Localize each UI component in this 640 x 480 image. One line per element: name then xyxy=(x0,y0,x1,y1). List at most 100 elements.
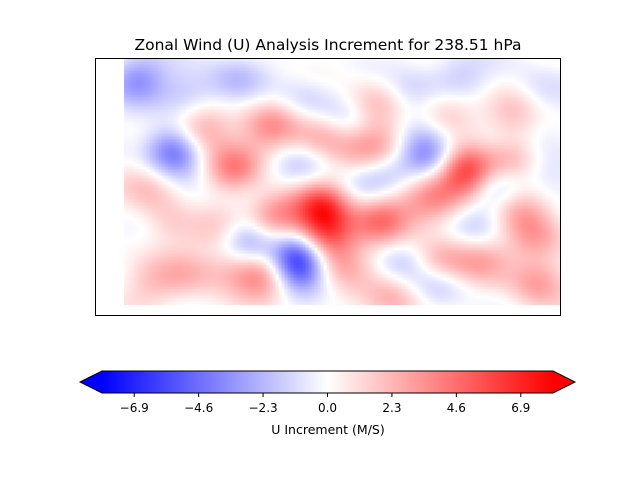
field-cell xyxy=(431,151,435,155)
field-cell xyxy=(239,103,243,107)
field-cell xyxy=(527,73,531,77)
field-cell xyxy=(323,61,327,65)
field-cell xyxy=(413,103,417,107)
field-cell xyxy=(272,133,276,137)
field-cell xyxy=(329,139,333,143)
field-cell xyxy=(197,100,201,104)
field-cell xyxy=(323,151,327,155)
field-cell xyxy=(521,151,525,155)
field-cell xyxy=(143,145,147,149)
field-cell xyxy=(125,59,129,62)
field-cell xyxy=(542,106,546,110)
field-cell xyxy=(365,109,369,113)
field-cell xyxy=(155,142,159,146)
field-cell xyxy=(416,148,420,152)
field-cell xyxy=(314,130,318,134)
field-cell xyxy=(170,73,174,77)
field-cell xyxy=(371,61,375,65)
field-cell xyxy=(137,121,141,125)
field-cell xyxy=(329,109,333,113)
field-cell xyxy=(176,154,180,158)
field-cell xyxy=(194,64,198,68)
field-cell xyxy=(470,106,474,110)
field-cell xyxy=(290,154,294,158)
field-cell xyxy=(365,91,369,95)
field-cell xyxy=(317,64,321,68)
field-cell xyxy=(170,127,174,131)
field-cell xyxy=(422,94,426,98)
field-cell xyxy=(344,91,348,95)
field-cell xyxy=(164,82,168,86)
field-cell xyxy=(182,82,186,86)
field-cell xyxy=(188,121,192,125)
field-cell xyxy=(314,103,318,107)
field-cell xyxy=(170,94,174,98)
field-cell xyxy=(176,76,180,80)
field-cell xyxy=(551,145,555,149)
field-cell xyxy=(152,130,156,134)
field-cell xyxy=(326,103,330,107)
field-cell xyxy=(464,133,468,137)
field-cell xyxy=(254,145,258,149)
field-cell xyxy=(422,133,426,137)
field-cell xyxy=(419,145,423,149)
field-cell xyxy=(134,67,138,71)
field-cell xyxy=(125,157,129,161)
field-cell xyxy=(272,85,276,89)
field-cell xyxy=(224,154,228,158)
field-cell xyxy=(530,154,534,158)
field-cell xyxy=(290,67,294,71)
field-cell xyxy=(374,115,378,119)
field-cell xyxy=(227,94,231,98)
field-cell xyxy=(338,139,342,143)
field-cell xyxy=(278,136,282,140)
field-cell xyxy=(170,115,174,119)
field-cell xyxy=(233,106,237,110)
field-cell xyxy=(350,76,354,80)
field-cell xyxy=(338,154,342,158)
field-cell xyxy=(269,88,273,92)
field-cell xyxy=(476,145,480,149)
field-cell xyxy=(470,145,474,149)
field-cell xyxy=(554,79,558,83)
field-cell xyxy=(491,133,495,137)
field-cell xyxy=(209,103,213,107)
field-cell xyxy=(515,94,519,98)
field-cell xyxy=(542,127,546,131)
field-cell xyxy=(491,124,495,128)
field-cell xyxy=(335,88,339,92)
field-cell xyxy=(506,148,510,152)
field-cell xyxy=(131,59,135,62)
field-cell xyxy=(407,157,411,161)
field-cell xyxy=(479,136,483,140)
field-cell xyxy=(341,88,345,92)
field-cell xyxy=(359,115,363,119)
field-cell xyxy=(296,82,300,86)
field-cell xyxy=(293,139,297,143)
field-cell xyxy=(290,112,294,116)
field-cell xyxy=(455,85,459,89)
field-cell xyxy=(203,109,207,113)
field-cell xyxy=(512,127,516,131)
field-cell xyxy=(209,115,213,119)
field-cell xyxy=(296,133,300,137)
field-cell xyxy=(455,59,459,62)
field-cell xyxy=(134,64,138,68)
field-cell xyxy=(368,70,372,74)
field-cell xyxy=(263,145,267,149)
field-cell xyxy=(425,121,429,125)
field-cell xyxy=(329,91,333,95)
field-cell xyxy=(254,73,258,77)
field-cell xyxy=(533,157,537,161)
field-cell xyxy=(227,154,231,158)
field-cell xyxy=(161,118,165,122)
field-cell xyxy=(125,61,129,65)
field-cell xyxy=(308,133,312,137)
field-cell xyxy=(398,148,402,152)
field-cell xyxy=(527,97,531,101)
field-cell xyxy=(167,124,171,128)
field-cell xyxy=(428,76,432,80)
field-cell xyxy=(425,59,429,62)
field-cell xyxy=(407,70,411,74)
field-cell xyxy=(371,121,375,125)
